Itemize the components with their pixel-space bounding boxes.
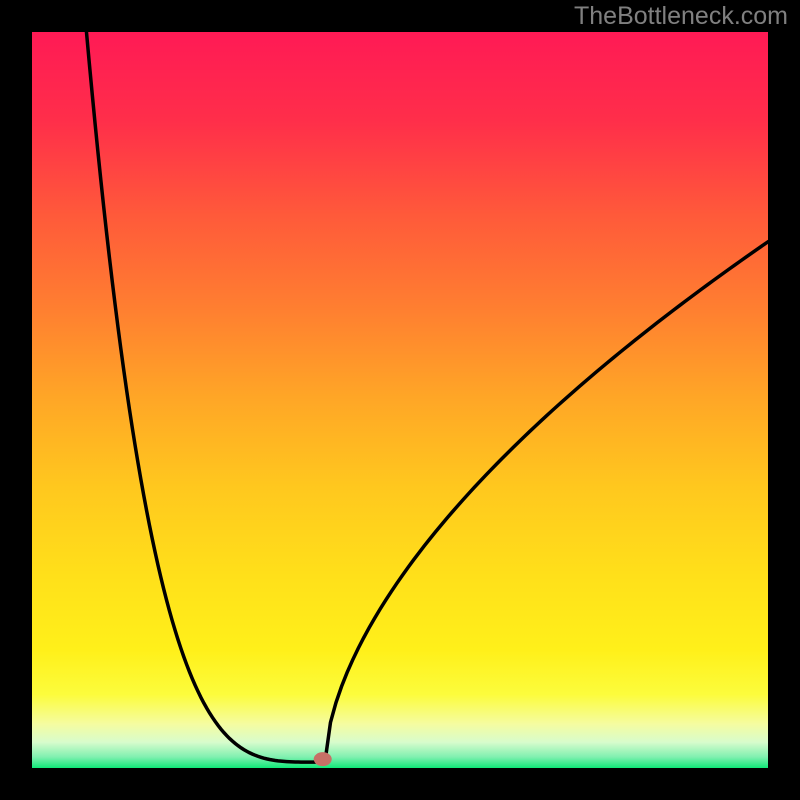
minimum-marker <box>314 752 332 766</box>
watermark-text: TheBottleneck.com <box>574 2 788 31</box>
plot-area <box>32 32 768 768</box>
gradient-background <box>32 32 768 768</box>
chart-svg <box>32 32 768 768</box>
